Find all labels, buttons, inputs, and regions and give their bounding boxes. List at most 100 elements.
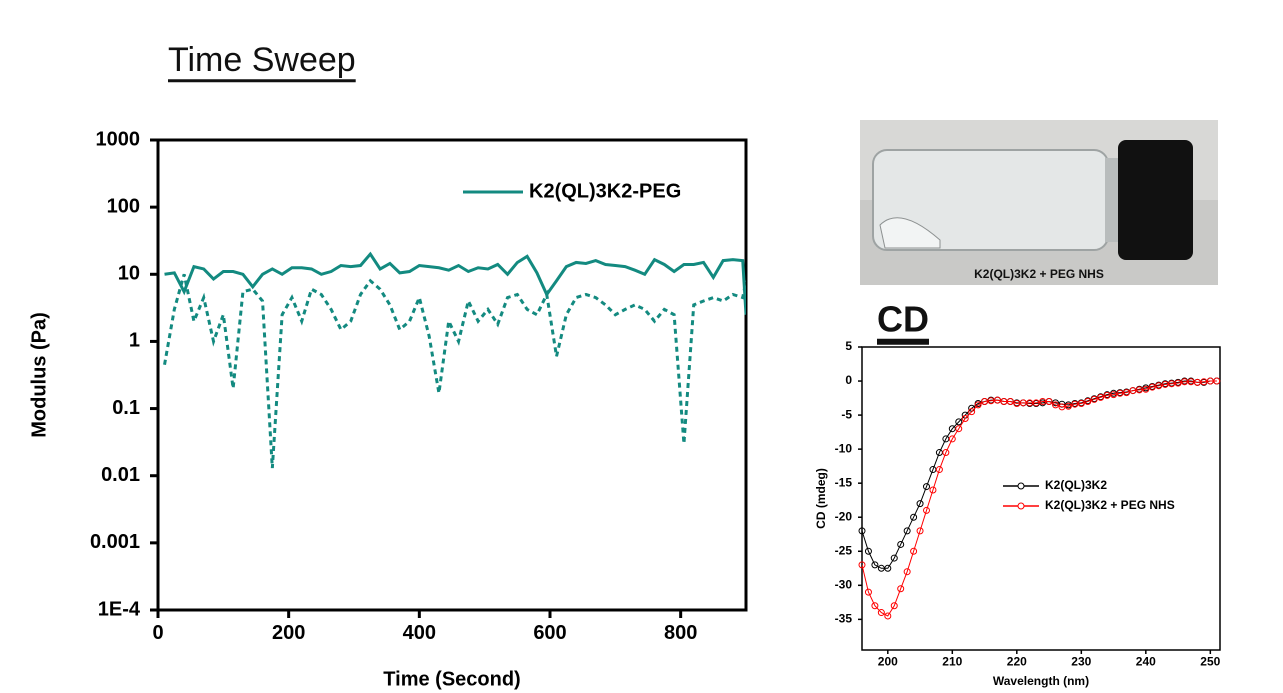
- vial-photo: K2(QL)3K2 + PEG NHS: [860, 120, 1218, 285]
- y-tick-label: -15: [835, 475, 853, 489]
- y-tick-label: -30: [835, 577, 853, 591]
- data-point: [955, 418, 963, 426]
- data-point: [929, 486, 937, 494]
- data-point: [1032, 399, 1040, 407]
- data-point: [948, 435, 956, 443]
- legend-marker: [1017, 482, 1025, 490]
- y-tick-label: 0: [845, 373, 852, 387]
- chart: Time Sweep 1E-4 0.001 0.01 0.1 1 10 100 1000 0 200…: [28, 41, 748, 690]
- data-point: [1084, 397, 1092, 405]
- data-point: [968, 408, 976, 416]
- y-tick-label: 5: [845, 339, 852, 353]
- chart: CD 5 0 -5 -10 -15 -20 -25 -30 -35 200 210 220 230 240 2…: [814, 299, 1221, 688]
- data-point: [961, 414, 969, 422]
- vial-neck: [1105, 158, 1119, 242]
- data-point: [1071, 400, 1079, 408]
- x-tick-label: 0: [152, 622, 163, 644]
- data-point: [1116, 389, 1124, 397]
- data-point: [916, 500, 924, 508]
- y-tick-label: -10: [835, 441, 853, 455]
- x-tick-label: 800: [664, 622, 697, 644]
- chart-title: Time Sweep: [168, 41, 356, 79]
- y-tick-label: 1E-4: [98, 598, 141, 620]
- data-point: [974, 401, 982, 409]
- data-point: [910, 547, 918, 555]
- x-tick-label: 600: [533, 622, 566, 644]
- data-point: [1148, 383, 1156, 391]
- y-tick-label: 10: [118, 263, 140, 285]
- y-tick-label: 0.1: [112, 397, 140, 419]
- data-point: [993, 396, 1001, 404]
- x-tick-label: 400: [403, 622, 436, 644]
- data-point: [1103, 391, 1111, 399]
- legend-label: K2(QL)3K2 + PEG NHS: [1045, 498, 1175, 512]
- x-tick-label: 200: [878, 655, 898, 669]
- y-tick-label: 0.01: [101, 464, 140, 486]
- y-axis-label: Modulus (Pa): [28, 312, 50, 438]
- data-point: [1193, 378, 1201, 386]
- data-point: [981, 397, 989, 405]
- series-line: [862, 380, 1217, 569]
- series-line: [163, 273, 746, 469]
- legend-marker: [1017, 502, 1025, 510]
- data-point: [1135, 386, 1143, 394]
- data-point: [864, 547, 872, 555]
- data-point: [942, 449, 950, 457]
- data-point: [1187, 378, 1195, 386]
- y-tick-label: -25: [835, 543, 853, 557]
- x-tick-label: 200: [272, 622, 305, 644]
- y-tick-label: -35: [835, 612, 853, 626]
- data-point: [955, 425, 963, 433]
- data-point: [987, 397, 995, 405]
- data-point: [890, 602, 898, 610]
- data-point: [1097, 393, 1105, 401]
- data-point: [1142, 385, 1150, 393]
- data-point: [1129, 387, 1137, 395]
- data-point: [877, 609, 885, 617]
- data-point: [871, 602, 879, 610]
- y-axis-label: CD (mdeg): [814, 468, 828, 529]
- y-tick-label: 100: [107, 195, 140, 217]
- data-point: [897, 540, 905, 548]
- data-point: [858, 527, 866, 535]
- y-tick-label: -5: [841, 407, 852, 421]
- data-point: [884, 564, 892, 572]
- data-point: [903, 568, 911, 576]
- data-point: [1045, 397, 1053, 405]
- data-point: [1013, 400, 1021, 408]
- x-tick-label: 230: [1071, 655, 1091, 669]
- x-axis-label: Time (Second): [383, 668, 520, 690]
- data-point: [1161, 380, 1169, 388]
- vial-liquid: [879, 217, 941, 249]
- chart-title: CD: [877, 299, 929, 340]
- data-point: [1058, 403, 1066, 411]
- data-point: [923, 483, 931, 491]
- vial-cap: [1118, 140, 1193, 260]
- plot-frame: [861, 346, 1221, 651]
- legend-label: K2(QL)3K2: [1045, 478, 1107, 492]
- photo-caption: K2(QL)3K2 + PEG NHS: [974, 267, 1104, 281]
- data-point: [890, 554, 898, 562]
- data-point: [884, 612, 892, 620]
- data-point: [858, 561, 866, 569]
- x-tick-label: 210: [942, 655, 962, 669]
- plot-frame: [156, 138, 748, 612]
- data-point: [897, 585, 905, 593]
- x-tick-label: 250: [1200, 655, 1220, 669]
- legend-label: K2(QL)3K2-PEG: [529, 180, 681, 202]
- data-point: [1052, 401, 1060, 409]
- data-point: [1213, 377, 1221, 385]
- y-tick-label: 1: [129, 330, 140, 352]
- data-point: [1006, 397, 1014, 405]
- data-point: [1090, 395, 1098, 403]
- x-tick-label: 220: [1007, 655, 1027, 669]
- data-point: [864, 588, 872, 596]
- data-point: [1122, 389, 1130, 397]
- data-point: [871, 561, 879, 569]
- y-tick-label: -20: [835, 509, 853, 523]
- data-point: [903, 527, 911, 535]
- data-point: [923, 506, 931, 514]
- data-point: [1174, 379, 1182, 387]
- data-point: [1200, 378, 1208, 386]
- y-tick-label: 1000: [96, 128, 141, 150]
